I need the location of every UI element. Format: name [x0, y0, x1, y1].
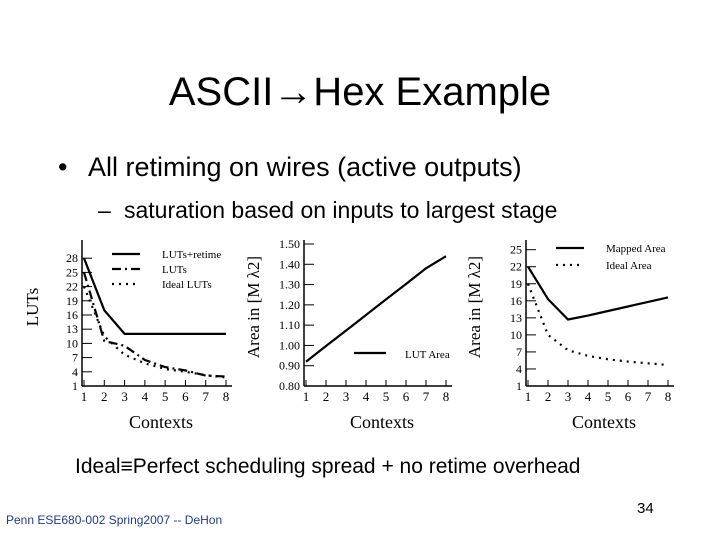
- sub-bullet-text: saturation based on inputs to largest st…: [124, 197, 558, 223]
- x-tick-label: 4: [363, 389, 370, 404]
- y-tick-label: 22: [510, 260, 522, 274]
- y-tick-label: 0.80: [279, 379, 300, 393]
- bullet-text: All retiming on wires (active outputs): [88, 152, 522, 182]
- x-axis-label: Contexts: [129, 412, 193, 432]
- x-tick-label: 6: [403, 389, 410, 404]
- legend-label: Ideal LUTs: [162, 279, 212, 291]
- y-tick-label: 28: [66, 251, 78, 265]
- y-tick-label: 22: [66, 280, 78, 294]
- y-tick-label: 1: [72, 379, 78, 393]
- x-tick-label: 8: [665, 389, 672, 404]
- series-line: [82, 286, 227, 379]
- y-tick-label: 25: [510, 243, 522, 257]
- x-tick-label: 5: [162, 389, 169, 404]
- y-tick-label: 1.50: [279, 237, 300, 251]
- y-tick-label: 10: [66, 336, 78, 350]
- x-tick-label: 8: [223, 389, 230, 404]
- y-tick-label: 1.40: [279, 257, 300, 271]
- x-tick-label: 7: [202, 389, 209, 404]
- y-tick-label: 7: [72, 351, 78, 365]
- x-tick-label: 5: [605, 389, 612, 404]
- y-axis-label: Area in [M λ2]: [244, 256, 263, 358]
- sub-bullet-item: – saturation based on inputs to largest s…: [98, 197, 557, 224]
- legend-label: LUT Area: [405, 349, 450, 361]
- x-tick-label: 2: [323, 389, 330, 404]
- bullet-dot-icon: •: [58, 152, 68, 182]
- x-tick-label: 6: [182, 389, 189, 404]
- bullet-item: • All retiming on wires (active outputs): [58, 152, 522, 183]
- y-tick-label: 16: [66, 308, 78, 322]
- x-tick-label: 4: [142, 389, 149, 404]
- y-tick-label: 1: [516, 379, 522, 393]
- series-line: [82, 257, 226, 336]
- y-axis-label: Area in [M λ2]: [465, 256, 484, 358]
- x-tick-label: 4: [585, 389, 592, 404]
- x-tick-label: 2: [101, 389, 108, 404]
- legend-label: LUTs: [162, 264, 187, 276]
- y-tick-label: 1.00: [279, 338, 300, 352]
- y-tick-label: 19: [510, 277, 522, 291]
- x-tick-label: 7: [423, 389, 430, 404]
- series-line: [305, 255, 447, 363]
- y-tick-label: 0.90: [279, 359, 300, 373]
- x-tick-label: 3: [343, 389, 350, 404]
- y-tick-label: 1.10: [279, 318, 300, 332]
- y-tick-label: 7: [516, 345, 522, 359]
- x-tick-label: 7: [645, 389, 652, 404]
- x-tick-label: 1: [303, 389, 310, 404]
- y-tick-label: 25: [66, 265, 78, 279]
- legend-label: LUTs+retime: [162, 249, 221, 261]
- x-tick-label: 1: [81, 389, 88, 404]
- y-tick-label: 16: [510, 294, 522, 308]
- x-axis-label: Contexts: [350, 412, 414, 432]
- x-tick-label: 3: [565, 389, 572, 404]
- y-tick-label: 4: [516, 362, 522, 376]
- series-line: [527, 266, 669, 321]
- y-tick-label: 1.30: [279, 278, 300, 292]
- legend-label: Mapped Area: [606, 243, 666, 255]
- footer-credit: Penn ESE680-002 Spring2007 -- DeHon: [6, 513, 223, 527]
- x-tick-label: 5: [383, 389, 390, 404]
- y-tick-label: 4: [72, 365, 78, 379]
- x-tick-label: 2: [545, 389, 552, 404]
- x-axis-label: Contexts: [572, 412, 636, 432]
- y-tick-label: 10: [510, 328, 522, 342]
- x-tick-label: 3: [121, 389, 128, 404]
- x-tick-label: 6: [625, 389, 632, 404]
- legend-label: Ideal Area: [606, 260, 652, 272]
- series-line: [526, 283, 669, 367]
- dash-icon: –: [98, 197, 111, 223]
- x-tick-label: 8: [443, 389, 450, 404]
- slide-title: ASCII→Hex Example: [168, 70, 552, 114]
- ideal-note: Ideal≡Perfect scheduling spread + no ret…: [75, 455, 581, 478]
- y-axis-label: LUTs: [23, 288, 42, 326]
- page-number: 34: [637, 500, 654, 517]
- y-tick-label: 19: [66, 294, 78, 308]
- x-tick-label: 1: [525, 389, 532, 404]
- y-tick-label: 1.20: [279, 298, 300, 312]
- y-tick-label: 13: [66, 322, 78, 336]
- chart-lut-area: 0.80 0.90 1.00 1.10 1.20 1.30 1.40 1.50 1 2 3 4 5 6 7 8…: [244, 237, 452, 432]
- y-tick-label: 13: [510, 311, 522, 325]
